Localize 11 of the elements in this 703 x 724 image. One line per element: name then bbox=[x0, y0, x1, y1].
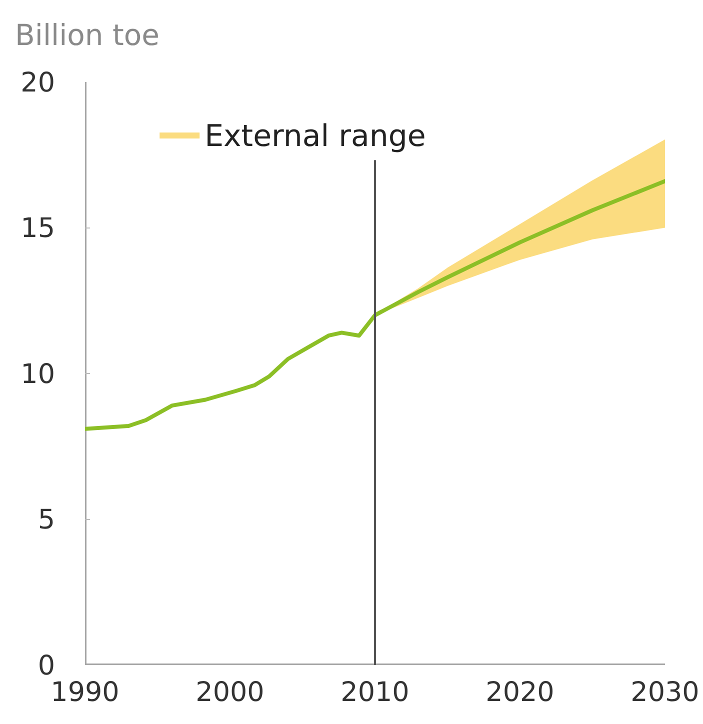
legend-label: External range bbox=[204, 119, 426, 154]
y-axis-title: Billion toe bbox=[15, 18, 160, 52]
line-series bbox=[85, 179, 665, 431]
y-tick-label: 10 bbox=[20, 358, 55, 390]
x-tick-label: 2030 bbox=[630, 677, 700, 708]
y-tick-label: 5 bbox=[38, 504, 55, 536]
x-tick-label: 2020 bbox=[486, 677, 554, 708]
y-tick-label: 15 bbox=[20, 213, 55, 244]
y-tick-label: 20 bbox=[20, 67, 55, 98]
x-tick-label: 2010 bbox=[340, 677, 410, 708]
x-tick-label: 2000 bbox=[196, 677, 264, 708]
